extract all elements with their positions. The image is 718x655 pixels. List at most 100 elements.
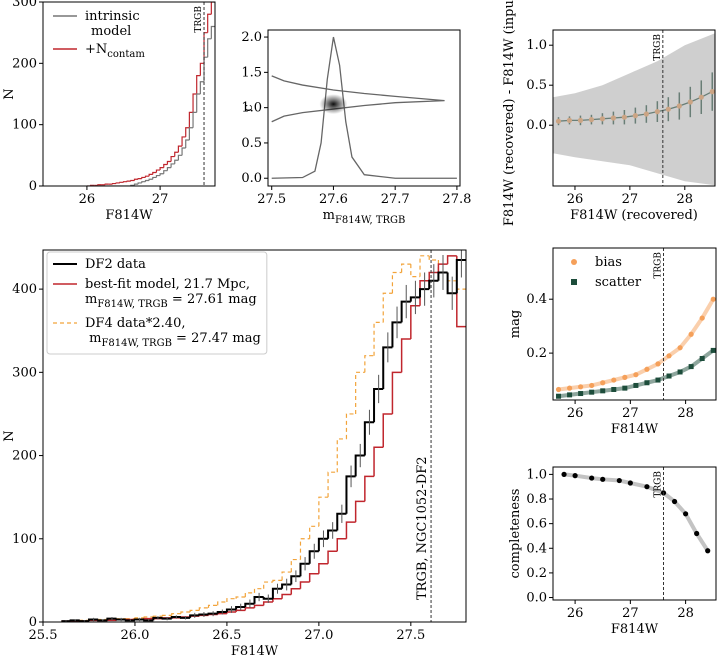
histogram-step (428, 255, 439, 261)
histogram-step (373, 387, 384, 423)
histogram-step (317, 537, 329, 552)
marker (566, 385, 573, 391)
histogram-step (97, 184, 102, 186)
histogram-step (133, 618, 145, 621)
curve (271, 36, 457, 179)
legend-label: DF4 data*2.40, (85, 316, 185, 331)
histogram-step (144, 175, 150, 178)
marker (699, 355, 705, 361)
histogram-step (336, 512, 347, 531)
histogram-step (174, 159, 179, 164)
histogram-step (111, 182, 117, 185)
histogram-step (130, 179, 135, 182)
histogram-step (97, 619, 108, 622)
legend-label-part: F814W, TRGB (97, 299, 167, 310)
legend-label: intrinsic (85, 9, 140, 24)
y-tick-label: 0.8 (526, 492, 547, 507)
histogram-step (318, 562, 329, 574)
histogram-step (207, 612, 218, 615)
marker (694, 530, 700, 537)
x-tick-label: 28 (677, 406, 694, 421)
y-tick-label: 300 (12, 365, 37, 380)
x-tick-label: 26 (567, 606, 584, 621)
y-tick-label: 200 (12, 56, 37, 71)
histogram-step (115, 182, 120, 184)
trgb-label: TRGB, NGC1052-DF2 (415, 456, 430, 600)
histogram-step (401, 263, 411, 273)
y-tick-label: 100 (12, 118, 37, 133)
curve (271, 75, 445, 123)
histogram-step (155, 174, 161, 178)
marker (699, 315, 705, 321)
marker (578, 384, 584, 390)
histogram-step (400, 338, 411, 373)
y-tick-label: 0.4 (526, 541, 547, 556)
histogram-step (428, 279, 439, 290)
histogram-step (137, 178, 142, 180)
marker (589, 475, 595, 481)
histogram-step (69, 619, 80, 622)
legend-label-part: +N (85, 42, 107, 57)
legend-label: scatter (595, 275, 642, 290)
marker (589, 382, 595, 389)
marker (556, 393, 562, 399)
y-tick-label: 0.0 (241, 171, 262, 186)
histogram-step (143, 616, 154, 618)
marker (671, 498, 678, 505)
histogram-step (185, 139, 190, 148)
marker (688, 331, 694, 337)
plot-area (271, 36, 457, 179)
marker (561, 471, 567, 477)
histogram-step (446, 272, 457, 295)
histogram-step (152, 616, 163, 621)
y-axis-label: mag (508, 310, 523, 338)
x-axis-label: F814W (611, 422, 659, 437)
legend-label: bias (595, 255, 622, 270)
histogram-step (104, 183, 109, 185)
histogram-step (244, 592, 255, 598)
x-axis-label-part: m (323, 208, 335, 223)
histogram-step (354, 500, 365, 523)
legend-label: mF814W, TRGB = 27.61 mag (85, 292, 257, 310)
y-tick-label: 1.0 (241, 101, 262, 116)
y-axis-label: N (2, 88, 17, 99)
y-tick-label: 0.2 (526, 346, 547, 361)
histogram-step (327, 550, 338, 564)
marker (655, 361, 661, 367)
frame (552, 29, 716, 187)
x-tick-label: 27.8 (442, 192, 471, 207)
legend-label: model (91, 24, 131, 39)
histogram-step (78, 620, 89, 622)
legend-marker (571, 259, 577, 265)
legend-label-part: = 27.47 mag (172, 331, 261, 346)
x-axis-label-part: F814W, TRGB (335, 215, 405, 226)
x-tick-label: 27.0 (304, 628, 333, 643)
histogram-step (170, 616, 181, 619)
marker (622, 385, 628, 391)
y-tick-label: 2.0 (241, 30, 262, 45)
histogram-step (198, 613, 209, 616)
histogram-step (152, 615, 163, 618)
histogram-step (400, 300, 411, 323)
y-axis-label: c (241, 104, 256, 111)
marker (644, 484, 650, 490)
histogram-step (196, 75, 201, 94)
marker (666, 353, 672, 359)
y-tick-label: 0.0 (526, 591, 547, 606)
y-axis-label: completeness (508, 489, 523, 579)
x-tick-label: 26.0 (120, 628, 149, 643)
histogram-step (244, 602, 255, 608)
histogram-step (189, 614, 200, 618)
histogram-step (159, 167, 164, 171)
histogram-step (122, 181, 128, 183)
trgb-label: TRGB (654, 252, 664, 279)
panel: 26 27 28 0.0 0.5 1.0 F814W (recovered) F814W (r… (502, 0, 716, 226)
marker (600, 388, 606, 394)
histogram-step (437, 271, 448, 281)
panel: 26 27 28 0.0 0.2 0.4 0.6 0.8 1.0 F814W completenes… (508, 466, 717, 637)
marker (616, 477, 622, 484)
histogram-step (124, 619, 135, 622)
histogram-step (225, 608, 237, 613)
